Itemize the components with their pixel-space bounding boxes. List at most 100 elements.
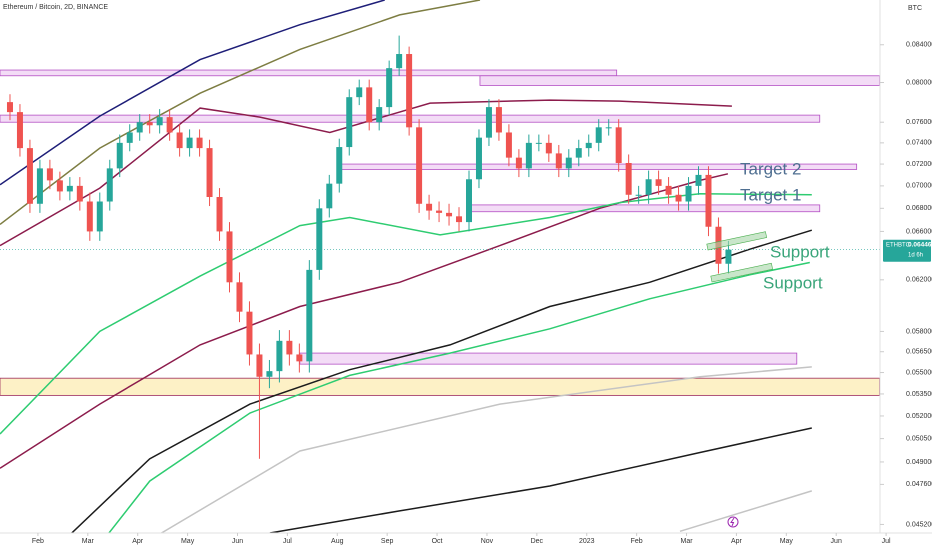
candle-body bbox=[6, 102, 13, 113]
candle-body bbox=[446, 212, 453, 217]
candle-body bbox=[565, 157, 572, 169]
candle-body bbox=[86, 201, 93, 232]
candle-body bbox=[186, 137, 193, 149]
x-tick-label: Apr bbox=[132, 538, 144, 545]
candle-body bbox=[116, 142, 123, 169]
annotation: Target 2 bbox=[740, 159, 801, 178]
candle-body bbox=[585, 142, 592, 149]
x-tick-label: Sep bbox=[381, 538, 394, 545]
candle-body bbox=[216, 197, 223, 232]
x-tick-label: Aug bbox=[331, 538, 344, 545]
candle-body bbox=[76, 185, 83, 202]
candle-body bbox=[525, 142, 532, 169]
indicator-line bbox=[160, 366, 812, 533]
last-price-box bbox=[883, 239, 931, 262]
annotation: Target 1 bbox=[740, 185, 801, 204]
candle-body bbox=[296, 354, 303, 362]
candle-body bbox=[256, 354, 263, 377]
candle-body bbox=[376, 107, 383, 123]
candle-body bbox=[655, 179, 662, 186]
candle-body bbox=[26, 148, 33, 204]
candle-body bbox=[515, 157, 522, 169]
annotation: Support bbox=[770, 242, 830, 261]
candle-body bbox=[386, 68, 393, 108]
x-tick-label: Dec bbox=[531, 538, 544, 545]
x-tick-label: May bbox=[780, 538, 794, 545]
event-icon[interactable] bbox=[727, 516, 739, 528]
candle-body bbox=[166, 117, 173, 133]
candle-body bbox=[196, 137, 203, 149]
candle-body bbox=[276, 340, 283, 372]
candle-body bbox=[416, 127, 423, 204]
candle-body bbox=[96, 201, 103, 232]
zone bbox=[469, 204, 821, 213]
candle-body bbox=[605, 127, 612, 129]
candle-body bbox=[266, 371, 273, 377]
candle-body bbox=[555, 153, 562, 169]
candle-body bbox=[535, 142, 542, 144]
indicator-line bbox=[679, 490, 813, 533]
indicator-line bbox=[0, 173, 729, 469]
candle-body bbox=[286, 340, 293, 355]
candle-body bbox=[665, 185, 672, 195]
candle-body bbox=[226, 231, 233, 283]
candle-body bbox=[146, 122, 153, 126]
candle-body bbox=[206, 148, 213, 198]
candle-body bbox=[426, 203, 433, 211]
indicator-line bbox=[0, 0, 481, 225]
x-tick-label: Oct bbox=[432, 538, 443, 545]
indicator-line bbox=[0, 192, 812, 435]
x-tick-label: Feb bbox=[631, 538, 643, 545]
candle-body bbox=[705, 174, 712, 227]
x-tick-label: Apr bbox=[731, 538, 743, 545]
candle-body bbox=[46, 168, 53, 181]
x-tick-label: Jul bbox=[882, 538, 891, 545]
y-tick-label: 0.045200 bbox=[906, 521, 932, 528]
zone bbox=[0, 69, 618, 77]
candle-body bbox=[176, 132, 183, 149]
candle-body bbox=[485, 107, 492, 138]
zone bbox=[0, 377, 880, 396]
candle-body bbox=[366, 87, 373, 123]
x-tick-label: Feb bbox=[32, 538, 44, 545]
candle-body bbox=[475, 137, 482, 180]
candle-body bbox=[545, 142, 552, 154]
candle-body bbox=[36, 168, 43, 204]
candle-body bbox=[236, 282, 243, 312]
indicator-line bbox=[269, 427, 812, 533]
candle-body bbox=[505, 132, 512, 158]
candle-body bbox=[336, 147, 343, 184]
candle-body bbox=[685, 185, 692, 202]
currency-label: BTC bbox=[908, 5, 922, 12]
candle-body bbox=[16, 112, 23, 149]
candle-body bbox=[675, 194, 682, 202]
zone bbox=[299, 352, 798, 365]
x-tick-label: Nov bbox=[481, 538, 494, 545]
candle-body bbox=[436, 210, 443, 213]
price-value: 0.064460 bbox=[908, 241, 932, 248]
candle-body bbox=[625, 162, 632, 195]
candle-body bbox=[575, 148, 582, 158]
x-tick-label: Mar bbox=[82, 538, 95, 545]
candle-body bbox=[136, 122, 143, 133]
candle-body bbox=[356, 87, 363, 98]
chart-title: Ethereum / Bitcoin, 2D, BINANCE bbox=[3, 4, 108, 11]
x-tick-label: Jul bbox=[283, 538, 292, 545]
x-tick-label: 2023 bbox=[579, 538, 595, 545]
x-tick-label: May bbox=[181, 538, 195, 545]
candle-body bbox=[725, 249, 732, 264]
price-symbol: ETHBTC bbox=[886, 242, 911, 248]
candle-body bbox=[156, 117, 163, 126]
x-tick-label: Jun bbox=[232, 538, 243, 545]
